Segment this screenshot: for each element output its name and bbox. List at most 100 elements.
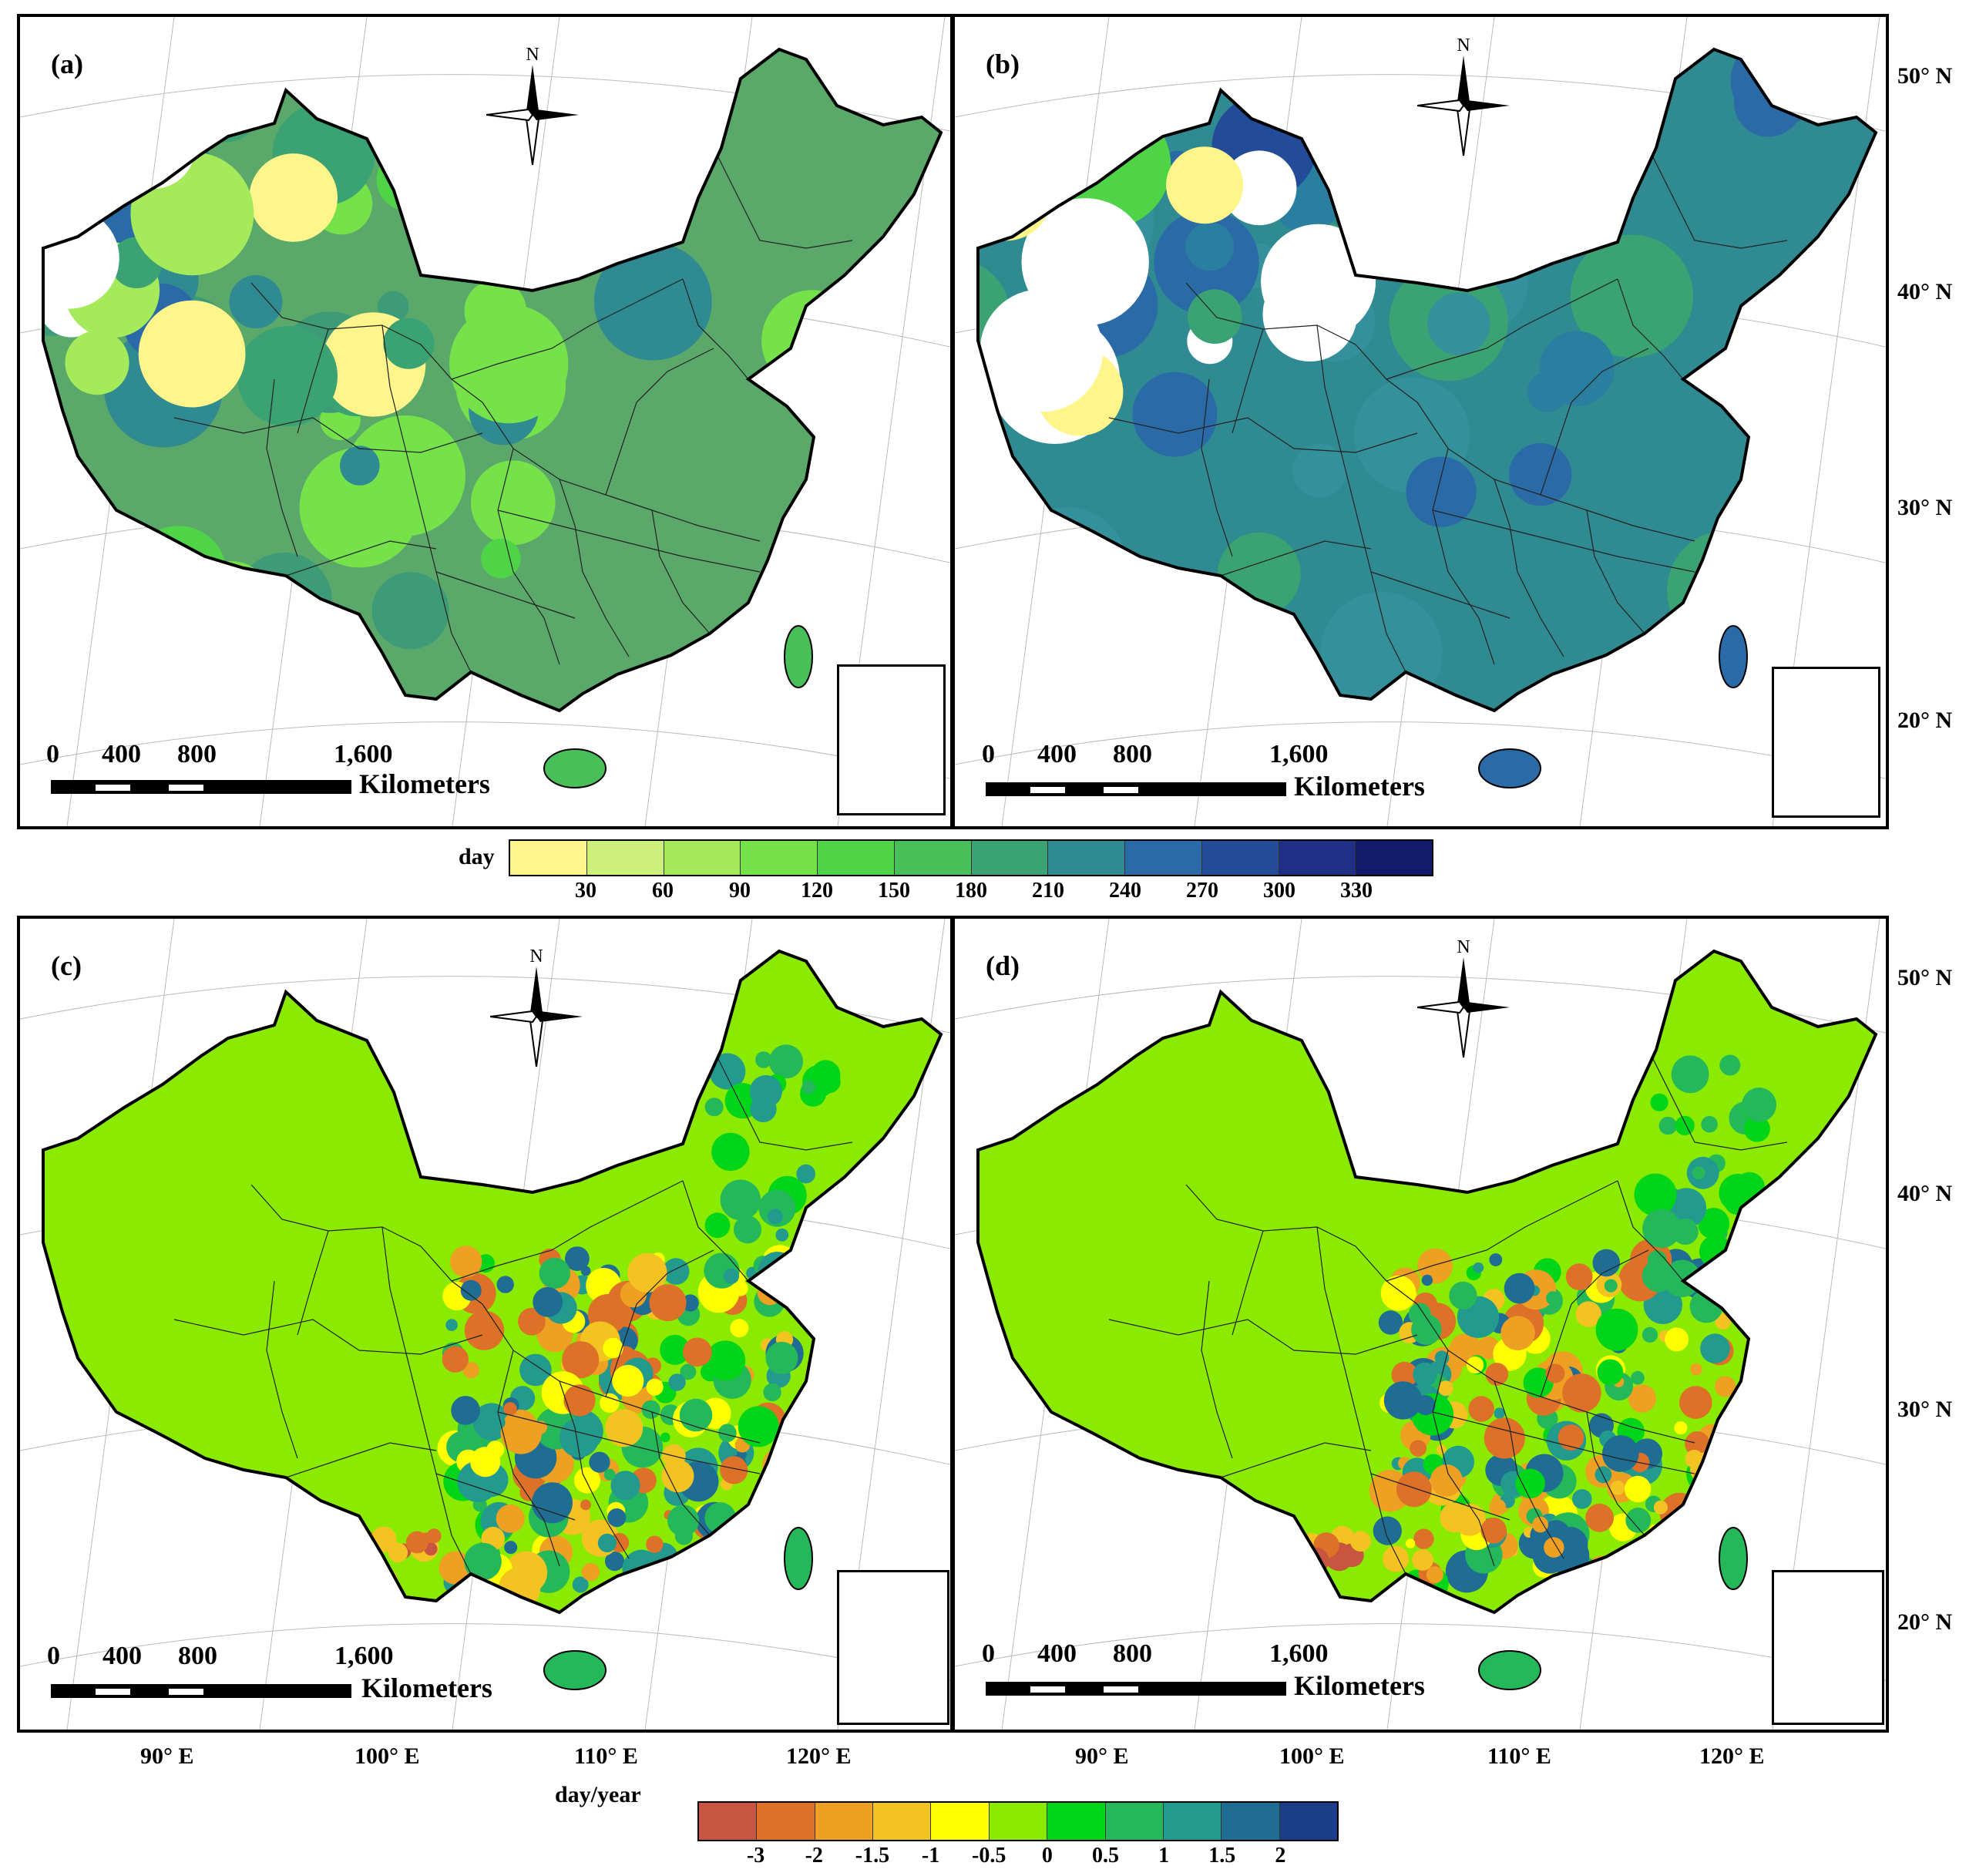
scale-tick-800: 800 (1113, 1639, 1152, 1668)
china-map-b (955, 17, 1886, 826)
compass-north-label: N (529, 946, 543, 967)
scale-tick-400: 400 (102, 1642, 142, 1670)
legend-tick-label: 90 (729, 879, 751, 903)
legend-title: day/year (555, 1782, 641, 1807)
legend-tick-label: -1 (921, 1844, 940, 1868)
lon-label-120e: 120° E (1699, 1743, 1765, 1769)
legend-tick-label: 1 (1158, 1844, 1170, 1868)
compass-north-label: N (1457, 937, 1470, 957)
china-map-d (955, 919, 1886, 1730)
south-china-sea-inset (837, 664, 946, 815)
legend-tick-label: 270 (1186, 879, 1218, 903)
scale-ticks: 0 400 800 1,600 (46, 740, 432, 771)
legend-tick-label: 180 (955, 879, 987, 903)
scale-tick-1600: 1,600 (334, 1642, 394, 1670)
legend-tick-label: 300 (1263, 879, 1295, 903)
scale-ticks: 0 400 800 1,600 (982, 740, 1367, 771)
scale-tick-400: 400 (1037, 1639, 1077, 1668)
legend-swatch (1047, 1803, 1106, 1840)
legend-swatch (931, 1803, 990, 1840)
legend-tick-label: 120 (801, 879, 833, 903)
legend-tick-label: 0 (1041, 1844, 1053, 1868)
scale-unit: Kilometers (359, 768, 490, 799)
legend-tick-label: 1.5 (1208, 1844, 1236, 1868)
scale-ticks: 0 400 800 1,600 (47, 1642, 432, 1673)
scale-tick-1600: 1,600 (334, 740, 393, 768)
legend-swatch (1279, 1803, 1337, 1840)
map-panel-a: (a) N 0 400 800 1,600 Kilometers (17, 14, 953, 829)
legend-tick-label: 150 (878, 879, 910, 903)
scale-tick-400: 400 (1037, 740, 1077, 768)
south-china-sea-inset (1772, 667, 1880, 818)
legend-trend: day/year -3 -2 -1.5 -1 -0.5 0 0.5 1 1.5 2 (555, 1782, 1341, 1871)
lat-label-40n: 40° N (1897, 279, 1953, 304)
legend-swatch (989, 1803, 1048, 1840)
legend-swatch (510, 841, 587, 875)
compass-north-label: N (1457, 35, 1470, 55)
lon-label-90e: 90° E (1075, 1743, 1129, 1769)
lon-label-110e: 110° E (1487, 1743, 1551, 1769)
legend-swatch (815, 1803, 874, 1840)
legend-tick-label: -3 (746, 1844, 765, 1868)
scale-tick-400: 400 (102, 740, 141, 768)
legend-swatch (586, 841, 664, 875)
legend-swatch (1201, 841, 1279, 875)
legend-days: day 30 60 90 120 150 180 210 240 270 300 330 (459, 836, 1445, 906)
legend-title: day (459, 844, 495, 869)
legend-swatch (818, 841, 895, 875)
panel-label: (c) (51, 950, 82, 981)
scale-tick-0: 0 (46, 740, 59, 768)
legend-swatch (971, 841, 1049, 875)
south-china-sea-inset (837, 1570, 949, 1725)
legend-ticks: -3 -2 -1.5 -1 -0.5 0 0.5 1 1.5 2 (697, 1844, 1339, 1871)
scale-tick-800: 800 (177, 740, 217, 768)
legend-tick-label: 210 (1032, 879, 1064, 903)
panel-label: (b) (986, 49, 1020, 79)
lon-label-90e: 90° E (140, 1743, 194, 1769)
map-panel-d: (d) N 0 400 800 1,600 Kilometers (952, 916, 1889, 1733)
scale-unit: Kilometers (1294, 771, 1425, 802)
legend-swatch (664, 841, 741, 875)
panel-label: (a) (51, 49, 83, 79)
legend-tick-label: 330 (1340, 879, 1373, 903)
compass-north-label: N (526, 45, 539, 65)
legend-swatch (757, 1803, 815, 1840)
scale-unit: Kilometers (1294, 1670, 1425, 1701)
china-map-a (20, 17, 950, 826)
compass-rose-icon: N (490, 946, 583, 1067)
legend-swatch (1163, 1803, 1222, 1840)
legend-swatch (1125, 841, 1202, 875)
scale-bar (51, 780, 351, 794)
legend-tick-label: 60 (652, 879, 674, 903)
legend-swatch (1222, 1803, 1280, 1840)
lon-label-100e: 100° E (1279, 1743, 1345, 1769)
scale-bar (986, 782, 1286, 796)
scale-tick-1600: 1,600 (1269, 740, 1329, 768)
scale-tick-0: 0 (982, 740, 995, 768)
legend-color-bar (697, 1801, 1339, 1841)
scale-bar (986, 1682, 1286, 1696)
compass-rose-icon: N (1417, 937, 1510, 1058)
legend-tick-label: -2 (805, 1844, 823, 1868)
compass-rose-icon: N (1417, 35, 1510, 156)
legend-swatch (699, 1803, 758, 1840)
compass-rose-icon: N (486, 45, 579, 166)
lat-label-30n: 30° N (1897, 495, 1953, 520)
scale-tick-800: 800 (178, 1642, 217, 1670)
lat-label-20n: 20° N (1897, 708, 1953, 733)
legend-tick-label: 240 (1109, 879, 1141, 903)
legend-swatch (1105, 1803, 1164, 1840)
south-china-sea-inset (1772, 1570, 1884, 1725)
scale-tick-1600: 1,600 (1269, 1639, 1329, 1668)
scale-tick-0: 0 (47, 1642, 60, 1670)
lon-label-120e: 120° E (786, 1743, 852, 1769)
china-map-c (20, 919, 950, 1730)
scale-unit: Kilometers (361, 1673, 492, 1703)
lat-label-20n: 20° N (1897, 1609, 1953, 1635)
panel-label: (d) (986, 950, 1020, 981)
map-panel-c: (c) N 0 400 800 1,600 Kilometers (17, 916, 953, 1733)
lon-label-110e: 110° E (574, 1743, 638, 1769)
legend-tick-label: 2 (1275, 1844, 1286, 1868)
lat-label-50n: 50° N (1897, 63, 1953, 89)
lat-label-50n: 50° N (1897, 965, 1953, 990)
